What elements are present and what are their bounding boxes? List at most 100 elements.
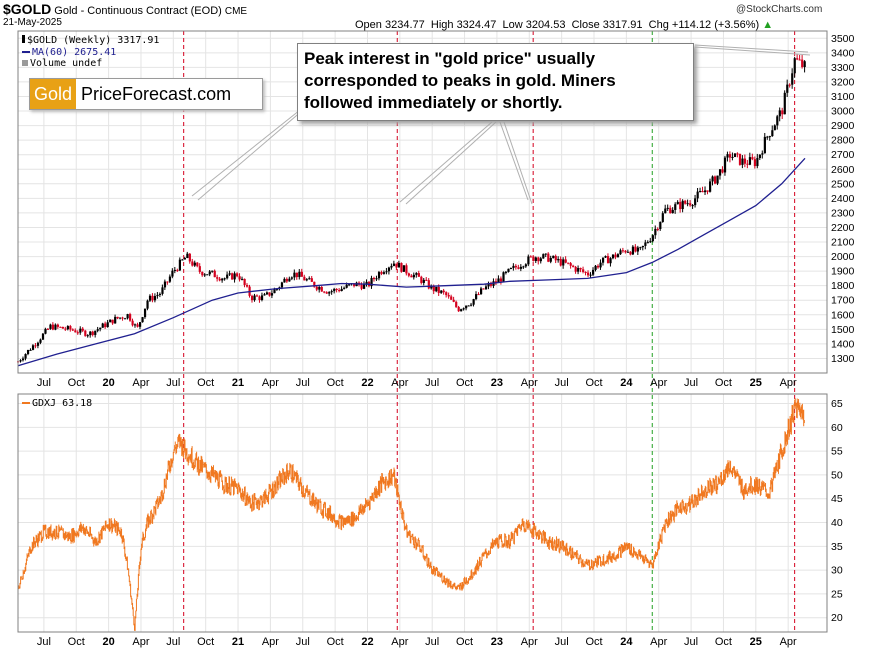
x-tick-label: Jul [684, 377, 698, 389]
gold-candle [133, 324, 137, 326]
gold-candle [776, 116, 779, 126]
gold-candle [691, 205, 694, 207]
gold-candle [295, 272, 298, 278]
gold-candle [666, 207, 669, 209]
gold-candle [609, 258, 612, 264]
gold-candle [579, 268, 582, 270]
gold-candle [94, 330, 97, 335]
gold-candle [783, 92, 786, 115]
gold-candle [671, 209, 674, 214]
gold-candle [104, 323, 107, 328]
gold-candle [129, 314, 132, 321]
gold-candle [323, 291, 326, 293]
panel-frame-2 [17, 393, 828, 633]
gold-candle [572, 265, 575, 267]
y-tick-label: 45 [831, 493, 843, 505]
gold-candle [333, 288, 336, 292]
gold-candle [664, 208, 667, 214]
y-tick-label: 30 [831, 565, 843, 577]
gold-candle [773, 125, 776, 131]
gold-candle [39, 339, 42, 343]
gold-candle [686, 203, 689, 205]
ma60-line [17, 157, 806, 367]
gold-candle [509, 267, 513, 269]
gold-candle [756, 158, 759, 167]
gold-candle [527, 256, 530, 265]
gold-candle [176, 269, 179, 271]
gold-candle [111, 319, 114, 324]
gold-candle [601, 257, 605, 263]
gold-candle [753, 159, 757, 167]
gold-candle [370, 277, 373, 287]
gold-candle [246, 285, 249, 287]
gold-candle [74, 330, 77, 333]
gold-candle [796, 58, 799, 60]
gold-candle [335, 288, 338, 290]
x-tick-label: 21 [232, 636, 244, 648]
gold-candle [564, 259, 567, 263]
gold-candle [290, 277, 294, 279]
gold-candle [559, 258, 562, 266]
gold-candle [557, 258, 560, 261]
gold-candle [387, 267, 391, 272]
gold-candle [646, 242, 649, 244]
gold-candle [397, 262, 401, 268]
gold-candle [604, 256, 607, 258]
gold-candle [206, 274, 209, 276]
gold-candle [216, 277, 219, 279]
high-label: High [430, 19, 454, 31]
gold-candle [146, 300, 149, 309]
gold-candle [196, 262, 199, 267]
close-value: 3317.91 [602, 19, 643, 31]
legend-ma: MA(60) 2675.41 [22, 47, 116, 58]
gold-candle [465, 305, 468, 309]
gold-candle [577, 268, 580, 272]
x-tick-label: Apr [780, 377, 797, 389]
gold-candle [233, 273, 236, 280]
x-tick-label: 25 [750, 377, 762, 389]
gold-candle [300, 271, 303, 277]
gold-candle [136, 324, 139, 327]
gold-candle [549, 258, 552, 262]
high-value: 3324.47 [456, 19, 497, 31]
gold-candle [477, 294, 480, 296]
gold-candle [143, 308, 147, 318]
gold-candle [507, 268, 510, 272]
callout-pointer [197, 109, 304, 201]
gold-candle [330, 291, 333, 293]
gold-candle [138, 322, 142, 327]
gold-candle [713, 176, 717, 184]
gold-candle [479, 288, 483, 295]
logo-gold: Gold [30, 79, 77, 109]
gold-candle [211, 270, 214, 272]
callout-pointers [191, 44, 811, 205]
y-tick-label: 1300 [831, 353, 855, 365]
gold-candle [161, 287, 164, 294]
x-tick-label: Jul [555, 636, 569, 648]
y-tick-label: 35 [831, 541, 843, 553]
gold-candle [435, 286, 438, 292]
gold-candle [462, 308, 465, 310]
gold-candle [494, 281, 498, 283]
gold-candle [626, 251, 630, 253]
event-markers [183, 31, 796, 632]
gold-candle [709, 181, 712, 192]
gold-candle [285, 278, 289, 282]
y-tick-label: 20 [831, 612, 843, 624]
y-tick-label: 2700 [831, 149, 855, 161]
gold-candle [736, 153, 739, 155]
gold-candle [684, 200, 687, 204]
gold-candle [746, 163, 749, 165]
gold-candle [619, 250, 622, 255]
gold-candle [788, 84, 791, 86]
gold-candle [569, 263, 572, 266]
gold-candle [621, 250, 625, 252]
y-tick-label: 40 [831, 517, 843, 529]
x-tick-label: Oct [585, 636, 602, 648]
gold-candle [390, 265, 393, 268]
gold-candle [733, 153, 737, 157]
gold-candle [731, 156, 734, 158]
gold-candle [669, 207, 672, 214]
x-tick-label: Apr [132, 377, 149, 389]
gold-candle [661, 213, 664, 222]
